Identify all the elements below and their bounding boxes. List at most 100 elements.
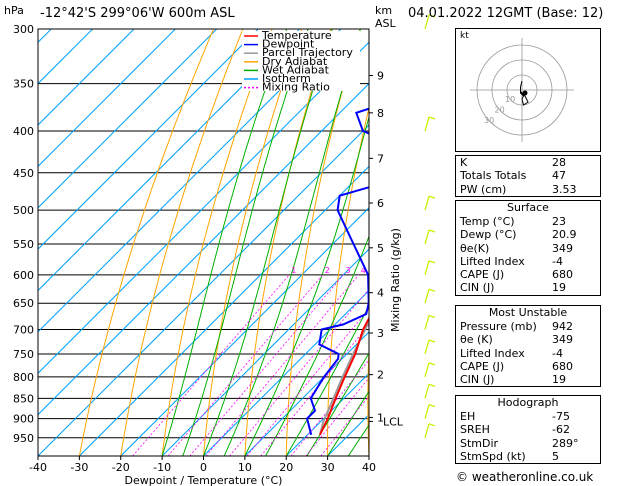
isotherm xyxy=(161,248,369,456)
wet-adiabat xyxy=(161,29,288,456)
mu-row: Lifted Index -4 xyxy=(460,346,563,360)
legend-entry: Dewpoint xyxy=(262,38,315,51)
mixing-ratio-label: 3 xyxy=(346,266,351,275)
pressure-tick-label: 550 xyxy=(13,238,34,251)
wet-adiabat xyxy=(265,234,369,456)
legend-entry: Isotherm xyxy=(262,72,311,85)
hodo-row: EH -75 xyxy=(460,410,570,423)
x-tick-label: 0 xyxy=(200,461,207,474)
hodo-row: SREH -62 xyxy=(460,423,570,437)
pressure-tick-label: 400 xyxy=(13,125,34,138)
wind-barb-flag xyxy=(428,362,436,366)
wind-barb xyxy=(424,404,430,419)
pressure-tick-label: 700 xyxy=(13,324,34,337)
date-label: 04.01.2022 12GMT (Base: 12) xyxy=(408,6,604,21)
km-tick-label: 8 xyxy=(377,107,384,120)
surface-row: Lifted Index -4 xyxy=(460,254,563,268)
legend-entry: Temperature xyxy=(261,29,332,42)
x-tick-label: 30 xyxy=(321,461,335,474)
mixing-ratio-label: 4 xyxy=(361,266,366,275)
wet-adiabat xyxy=(306,352,369,456)
wind-barb xyxy=(424,362,430,378)
surface-row: CAPE (J) 680 xyxy=(460,268,573,282)
wind-barb-flag xyxy=(428,314,436,319)
plot-area: 12346810162025 xyxy=(38,29,448,456)
chart-title: -12°42'S 299°06'W 600m ASL xyxy=(40,6,235,21)
legend-entry: Wet Adiabat xyxy=(262,63,330,76)
mixing-ratio-label: 2 xyxy=(325,266,330,275)
wind-barb-flag xyxy=(428,423,436,427)
x-tick-label: -10 xyxy=(153,461,171,474)
wind-barb-flag xyxy=(428,229,436,233)
km-tick-label: 2 xyxy=(377,369,384,382)
surface-title: Surface xyxy=(507,201,549,214)
surface-table: Surface Temp (°C) 23 Dewp (°C) 20.9 θe(K) 3… xyxy=(455,200,601,296)
pressure-tick-label: 350 xyxy=(13,78,34,91)
mixing-ratio-line xyxy=(205,274,360,456)
parcel-trajectory-line xyxy=(318,318,369,436)
isotherm xyxy=(79,165,369,456)
isotherm xyxy=(38,29,135,126)
pressure-tick-label: 500 xyxy=(13,204,34,217)
surface-row: Temp (°C) 23 xyxy=(460,215,566,228)
wind-barb xyxy=(424,195,430,211)
mixing-ratio-axis-label: Mixing Ratio (g/kg) xyxy=(389,228,402,332)
wind-barb xyxy=(424,339,430,355)
dry-adiabat xyxy=(203,29,303,456)
height-unit: km xyxy=(375,4,393,17)
km-tick-label: 3 xyxy=(377,327,384,340)
mu-row: CAPE (J) 680 xyxy=(460,359,573,373)
wet-adiabat xyxy=(182,29,309,456)
temperature-line xyxy=(319,316,369,436)
mu-row: θe (K) 349 xyxy=(460,333,573,347)
hodograph-ring-label: 30 xyxy=(484,116,494,125)
stat-row-k: K 28 xyxy=(460,156,566,169)
wet-adiabat xyxy=(203,29,333,456)
hodograph-unit: kt xyxy=(460,31,469,41)
pressure-unit: hPa xyxy=(4,4,24,17)
legend-entry: Mixing Ratio xyxy=(262,81,330,94)
wind-barb-flag xyxy=(428,404,436,408)
mixing-ratio-label: 10 xyxy=(412,266,422,275)
x-axis-label: Dewpoint / Temperature (°C) xyxy=(125,474,283,486)
wind-barb-flag xyxy=(428,339,436,343)
wet-adiabat xyxy=(285,304,369,456)
dry-adiabat xyxy=(120,29,244,456)
x-tick-label: 10 xyxy=(238,461,252,474)
legend-box xyxy=(242,31,360,91)
mu-row: CIN (J) 19 xyxy=(460,373,566,387)
hodograph-table: Hodograph EH -75 SREH -62 StmDir 289° StmSp… xyxy=(455,395,601,465)
pressure-tick-label: 950 xyxy=(13,432,34,445)
most-unstable-title: Most Unstable xyxy=(488,306,568,319)
wind-barb-flag xyxy=(428,195,436,199)
x-tick-label: -40 xyxy=(29,461,47,474)
wind-barb xyxy=(424,384,430,399)
hodograph-panel: kt 10 20 30 xyxy=(455,28,601,152)
pressure-tick-label: 750 xyxy=(13,348,34,361)
wind-barb xyxy=(424,423,430,438)
wind-barb xyxy=(424,229,430,245)
pressure-tick-label: 800 xyxy=(13,371,34,384)
mu-row: Pressure (mb) 942 xyxy=(460,320,573,333)
mixing-ratio-label: 1 xyxy=(291,266,296,275)
hodograph-ring-label: 10 xyxy=(505,95,515,104)
stat-row-tt: Totals Totals 47 xyxy=(460,169,566,183)
isotherm xyxy=(38,29,218,209)
dry-adiabat xyxy=(78,29,215,456)
isotherm xyxy=(38,29,342,333)
pressure-tick-label: 900 xyxy=(13,413,34,426)
mixing-ratio-line xyxy=(132,274,290,456)
surface-row: CIN (J) 19 xyxy=(460,281,566,295)
x-tick-label: 40 xyxy=(362,461,376,474)
dry-adiabat xyxy=(367,337,369,456)
pressure-tick-label: 850 xyxy=(13,392,34,405)
pressure-tick-label: 300 xyxy=(13,23,34,36)
km-tick-label: 4 xyxy=(377,287,384,300)
dry-adiabat xyxy=(407,29,448,456)
pressure-tick-label: 450 xyxy=(13,167,34,180)
lcl-label: LCL xyxy=(383,415,404,428)
most-unstable-table: Most Unstable Pressure (mb) 942 θe (K) 349… xyxy=(455,305,601,388)
mixing-ratio-line xyxy=(189,274,344,456)
